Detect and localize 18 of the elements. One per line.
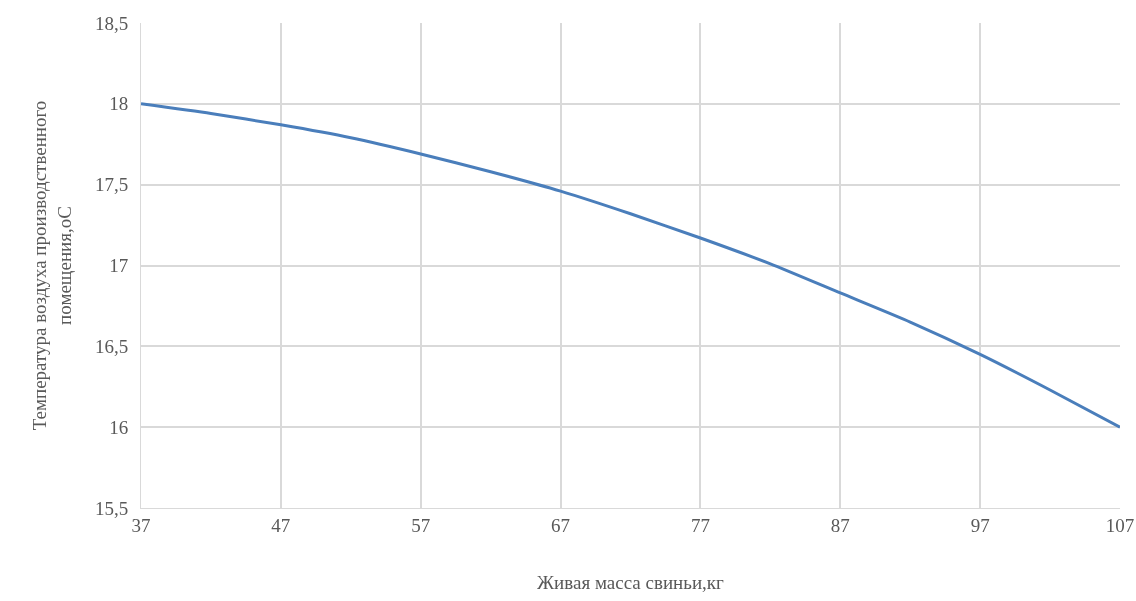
x-tick-label: 57 [411,514,431,536]
x-tick-label: 47 [271,514,291,536]
x-tick-label: 97 [970,514,990,536]
x-axis-title: Живая масса свиньи,кг [537,571,725,593]
x-tick-label: 77 [690,514,710,536]
x-tick-label: 87 [830,514,850,536]
x-tick-label: 37 [131,514,151,536]
y-tick-label: 17,5 [94,174,129,196]
y-tick-label: 15,5 [94,497,129,519]
line-series [141,102,1120,429]
x-tick-label: 107 [1105,514,1135,536]
y-tick-label: 16 [109,416,129,438]
x-tick-label: 67 [551,514,571,536]
y-axis-title: Температура воздуха производственного помещения,оС [29,100,75,431]
y-tick-label: 18 [109,93,129,115]
y-tick-label: 17 [109,255,129,277]
y-tick-label: 18,5 [94,12,129,34]
y-tick-label: 16,5 [94,335,129,357]
